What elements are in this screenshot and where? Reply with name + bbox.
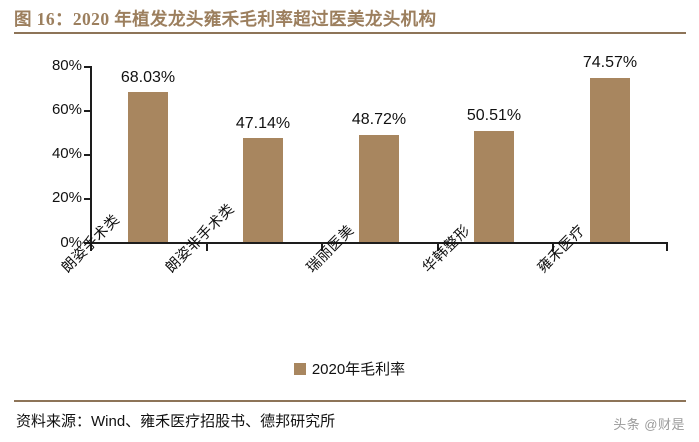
x-axis-line: [90, 242, 668, 244]
y-axis-tick-40: [84, 154, 91, 156]
x-axis-category-label-1: 朗姿非手术类: [162, 201, 238, 277]
y-axis-label-40: 40%: [51, 145, 82, 162]
bar-value-label-4: 74.57%: [582, 54, 638, 71]
watermark-label: 头条 @财是: [613, 417, 685, 432]
x-axis-category-label-4: 雍禾医疗: [534, 222, 589, 277]
bar-2[interactable]: [359, 134, 399, 242]
x-axis-tick-0: [90, 244, 92, 251]
y-axis-tick-80: [84, 66, 91, 68]
x-axis-tick-1: [206, 244, 208, 251]
y-axis-label-40-wrap: 40%: [22, 146, 82, 162]
bar-value-label-0: 68.03%: [120, 69, 176, 86]
source-note: 资料来源：Wind、雍禾医疗招股书、德邦研究所: [16, 413, 336, 430]
footer-divider: [14, 400, 686, 402]
figure-title-text: 图 16：2020 年植发龙头雍禾毛利率超过医美龙头机构: [14, 8, 437, 29]
bar-1[interactable]: [243, 138, 283, 242]
y-axis-tick-20: [84, 198, 91, 200]
y-axis-label-20-wrap: 20%: [22, 190, 82, 206]
x-axis-tick-3: [437, 244, 439, 251]
bar-3[interactable]: [474, 130, 514, 242]
title-divider: [14, 32, 686, 34]
y-axis-line: [90, 66, 92, 244]
y-axis-label-60: 60%: [51, 101, 82, 118]
chart-legend: 2020年毛利率: [0, 358, 699, 379]
bar-value-label-2: 48.72%: [351, 111, 407, 128]
x-axis-category-label-2: 瑞丽医美: [303, 222, 358, 277]
y-axis-label-80-wrap: 80%: [22, 58, 82, 74]
figure-title: 图 16：2020 年植发龙头雍禾毛利率超过医美龙头机构: [14, 6, 686, 30]
bar-value-label-3: 50.51%: [466, 107, 522, 124]
y-axis-label-60-wrap: 60%: [22, 102, 82, 118]
bar-4[interactable]: [590, 77, 630, 242]
y-axis-label-0-wrap: 0%: [22, 235, 82, 251]
x-axis-category-label-3: 华韩整形: [419, 222, 474, 277]
y-axis-label-20: 20%: [51, 189, 82, 206]
y-axis-tick-60: [84, 110, 91, 112]
y-axis-tick-0: [84, 242, 91, 244]
y-axis-label-80: 80%: [51, 57, 82, 74]
chart-plot-area: 80% 60% 40% 20% 0% 68.03% 47.14% 48.72% …: [0, 40, 699, 350]
x-axis-tick-2: [321, 244, 323, 251]
legend-swatch-icon: [293, 362, 306, 375]
x-axis-tick-4: [552, 244, 554, 251]
x-axis-tick-5: [666, 244, 668, 251]
y-axis-label-0: 0%: [60, 234, 82, 251]
legend-label: 2020年毛利率: [311, 361, 406, 378]
bar-0[interactable]: [128, 92, 168, 242]
bar-value-label-1: 47.14%: [235, 115, 291, 132]
